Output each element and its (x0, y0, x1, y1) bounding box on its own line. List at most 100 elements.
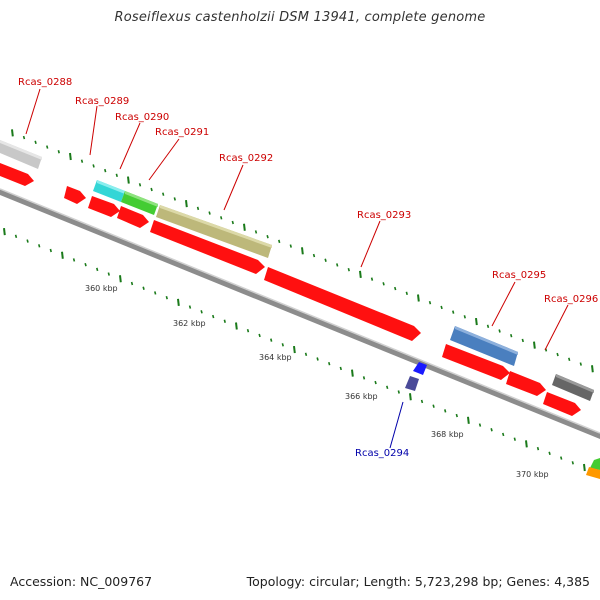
feature-rcas-0294-block[interactable] (405, 376, 419, 391)
scale-tick (394, 286, 397, 291)
scale-tick (571, 461, 574, 465)
scale-label-362: 362 kbp (173, 319, 206, 328)
scale-tick (409, 393, 412, 401)
gene-label-rcas-0292[interactable]: Rcas_0292 (219, 153, 273, 164)
gene-label-rcas-0291[interactable]: Rcas_0291 (155, 127, 209, 138)
scale-tick (92, 164, 95, 168)
gene-label-rcas-0289[interactable]: Rcas_0289 (75, 96, 129, 107)
scale-tick (96, 267, 99, 272)
scale-tick (26, 239, 29, 243)
gene-label-rcas-0290[interactable]: Rcas_0290 (115, 112, 169, 123)
scale-tick (14, 234, 18, 239)
scale-tick (220, 216, 223, 220)
scale-labels: 360 kbp 362 kbp 364 kbp 366 kbp 368 kbp … (85, 284, 549, 479)
scale-tick (440, 305, 443, 310)
scale-tick (22, 135, 26, 140)
scale-tick (328, 362, 331, 366)
gene-label-rcas-0295[interactable]: Rcas_0295 (492, 270, 546, 281)
scale-tick (304, 352, 308, 356)
cds-rcas-0294[interactable] (413, 362, 427, 375)
scale-tick (104, 168, 107, 173)
scale-tick (498, 329, 501, 333)
cds-rcas-0288[interactable] (0, 163, 34, 186)
scale-tick (579, 362, 582, 366)
scale-tick (347, 267, 350, 272)
scale-tick (57, 150, 60, 154)
scale-tick (107, 272, 110, 276)
feature-rcas-0292-block[interactable] (156, 205, 272, 258)
scale-label-366: 366 kbp (345, 392, 378, 401)
scale-tick (278, 239, 281, 244)
scale-tick (235, 322, 238, 330)
cds-arrows (0, 163, 581, 416)
scale-tick (119, 275, 122, 283)
scale-tick (502, 432, 505, 437)
scale-tick (34, 140, 37, 145)
scale-tick (475, 317, 478, 326)
scale-tick (548, 451, 551, 456)
map-title: Roseiflexus castenholzii DSM 13941, comp… (114, 10, 486, 25)
scale-label-368: 368 kbp (431, 430, 464, 439)
scale-tick (177, 298, 180, 307)
scale-tick (370, 277, 374, 281)
scale-tick (463, 315, 466, 319)
scale-tick (130, 281, 134, 286)
feature-rcas-0295-block[interactable] (450, 326, 518, 366)
scale-tick (185, 200, 188, 208)
gene-label-rcas-0294[interactable]: Rcas_0294 (355, 448, 409, 459)
gene-label-rcas-0293[interactable]: Rcas_0293 (357, 210, 411, 221)
cds-rcas-0293[interactable] (264, 267, 421, 341)
scale-tick (324, 258, 327, 262)
scale-tick (289, 244, 292, 248)
cds-rcas-0289[interactable] (64, 186, 86, 204)
scale-tick (583, 463, 586, 472)
cds-rcas-0290[interactable] (88, 196, 120, 217)
scale-tick (138, 183, 142, 187)
scale-tick (254, 230, 258, 234)
cds-rcas-0295a[interactable] (442, 344, 510, 380)
scale-tick (486, 324, 490, 328)
feature-rcas-0291-block[interactable] (121, 191, 158, 215)
gene-label-rcas-0296[interactable]: Rcas_0296 (544, 294, 598, 305)
scale-tick (560, 456, 563, 460)
scale-tick (556, 352, 559, 357)
scale-tick (46, 145, 49, 149)
scale-tick (208, 211, 211, 215)
gene-labels: Rcas_0288 Rcas_0289 Rcas_0290 Rcas_0291 … (18, 77, 598, 459)
cds-rcas-0295b[interactable] (506, 371, 546, 396)
cds-rcas-0296[interactable] (543, 392, 581, 416)
scale-tick (200, 310, 203, 314)
scale-ticks (3, 129, 598, 474)
scale-tick (467, 416, 470, 424)
scale-tick (165, 295, 168, 300)
scale-tick (591, 365, 594, 373)
cds-rcas-0292[interactable] (150, 220, 265, 274)
feature-rcas-0296-block[interactable] (552, 374, 594, 401)
scale-tick (150, 187, 153, 192)
scale-tick (510, 334, 513, 338)
scale-tick (231, 220, 234, 225)
scale-label-370: 370 kbp (516, 470, 549, 479)
scale-tick (293, 345, 296, 354)
scale-tick (84, 262, 87, 267)
scale-tick (258, 333, 261, 338)
scale-tick (525, 440, 528, 448)
scale-tick (312, 253, 316, 258)
scale-tick (478, 423, 482, 427)
gene-label-rcas-0288[interactable]: Rcas_0288 (18, 77, 72, 88)
scale-tick (3, 228, 6, 236)
scale-tick (154, 291, 157, 295)
scale-tick (162, 192, 165, 196)
scale-tick (513, 437, 516, 441)
scale-tick (362, 376, 366, 380)
scale-tick (173, 197, 176, 201)
feature-rcas-0290-block[interactable] (93, 180, 125, 202)
scale-tick (266, 234, 269, 239)
scale-tick (142, 286, 145, 290)
cds-rcas-0291[interactable] (117, 206, 149, 228)
scale-tick (351, 369, 354, 377)
scale-tick (69, 152, 72, 161)
scale-tick (452, 310, 455, 314)
scale-tick (301, 247, 304, 255)
